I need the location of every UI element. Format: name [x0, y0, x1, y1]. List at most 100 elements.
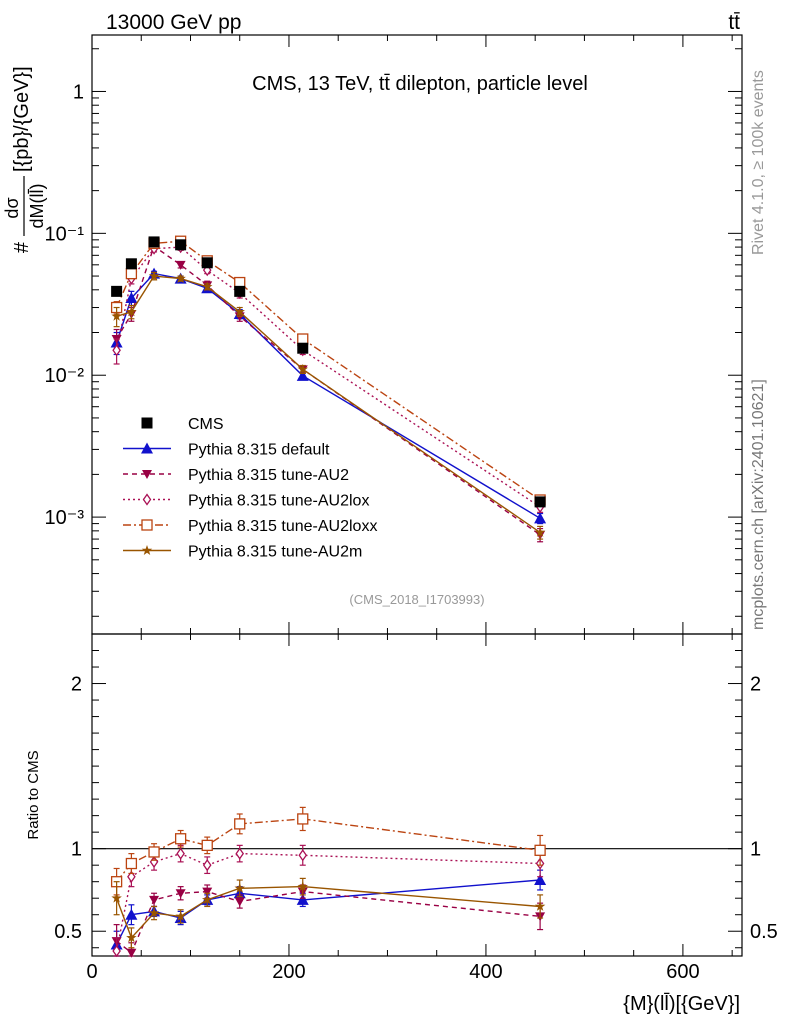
y-label-num: dσ — [2, 197, 22, 218]
x-tick-label: 200 — [272, 961, 305, 983]
ratio-point — [111, 892, 122, 903]
legend-marker — [141, 545, 153, 555]
ratio-point — [234, 882, 245, 893]
ratio-point — [149, 895, 160, 905]
legend-marker — [142, 470, 152, 479]
ratio-point — [125, 857, 138, 870]
series-point — [111, 310, 122, 321]
ratio-point — [534, 874, 547, 886]
y-tick-label: 10⁻¹ — [45, 223, 85, 245]
series-point — [125, 292, 138, 304]
series-point — [534, 512, 547, 524]
beam-label: 13000 GeV pp — [106, 11, 241, 34]
series-point — [296, 369, 309, 381]
legend: CMS Pythia 8.315 default Pythia 8.315 tune… — [123, 416, 377, 561]
series-point — [148, 270, 160, 281]
ratio-point — [175, 910, 186, 921]
x-tick-label: 600 — [666, 961, 699, 983]
ratio-tick-label: 2 — [71, 674, 82, 696]
ratio-point — [148, 907, 160, 918]
y-tick-label: 10⁻² — [45, 365, 85, 387]
legend-entry: Pythia 8.315 tune-AU2lox — [123, 493, 369, 510]
y-label-den: dM(ll̄) — [27, 184, 47, 229]
series-point — [297, 363, 308, 374]
ratio-point — [112, 944, 121, 958]
series-point — [175, 260, 186, 270]
legend-label: Pythia 8.315 tune-AU2m — [188, 544, 362, 561]
data-point — [125, 258, 137, 270]
ratio-point — [126, 932, 137, 943]
data-point — [234, 285, 246, 297]
legend-marker — [141, 417, 153, 429]
series-0 — [110, 267, 547, 957]
legend-label: Pythia 8.315 tune-AU2 — [188, 467, 349, 484]
ratio-line — [115, 852, 541, 952]
data-point — [201, 257, 213, 269]
series-line — [116, 275, 541, 533]
cms-data — [111, 236, 546, 508]
series-point — [534, 526, 546, 537]
x-tick-label: 0 — [86, 961, 97, 983]
legend-label: Pythia 8.315 default — [188, 442, 330, 459]
x-axis-label: {M}(ll̄)[{GeV}] — [623, 992, 740, 1015]
site-label: mcplots.cern.ch [arXiv:2401.10621] — [750, 379, 767, 630]
y-tick-label: 1 — [73, 81, 84, 103]
legend-marker — [141, 442, 153, 454]
data-point — [175, 239, 187, 251]
y-label-suffix: [{pb}/{GeV}] — [11, 66, 33, 172]
ratio-point — [174, 833, 187, 845]
ratio-tick-label: 0.5 — [54, 921, 82, 943]
ratio-tick-label-right: 0.5 — [750, 921, 778, 943]
ratio-point — [298, 849, 308, 862]
legend-entry: Pythia 8.315 tune-AU2loxx — [123, 518, 377, 535]
ratio-point — [125, 908, 138, 920]
ratio-panel-frame — [91, 633, 743, 957]
data-point — [148, 236, 160, 248]
legend-entry: Pythia 8.315 tune-AU2m — [123, 544, 362, 561]
legend-marker — [141, 519, 153, 531]
ratio-tick-label: 1 — [71, 839, 82, 861]
x-tick-label: 400 — [469, 961, 502, 983]
legend-entry: Pythia 8.315 default — [123, 442, 330, 459]
legend-label: Pythia 8.315 tune-AU2lox — [188, 493, 369, 510]
data-point — [111, 285, 123, 297]
data-point — [297, 342, 309, 354]
ratio-line — [116, 890, 541, 954]
rivet-label: Rivet 4.1.0, ≥ 100k events — [750, 70, 767, 255]
ratio-point — [534, 900, 546, 911]
ratio-point — [126, 948, 137, 958]
series-point — [297, 333, 309, 345]
series-point — [112, 344, 121, 357]
series-4 — [111, 270, 546, 949]
ratio-point — [175, 889, 186, 899]
series-point — [234, 306, 245, 317]
ratio-point — [202, 859, 212, 872]
data-point — [534, 496, 546, 508]
ratio-point — [202, 894, 213, 905]
legend-label: CMS — [188, 416, 224, 433]
ratio-point — [176, 847, 185, 860]
ratio-point — [202, 887, 213, 897]
y-axis-label: # dσ dM(ll̄) [{pb}/{GeV}] — [2, 66, 47, 253]
ratio-point — [148, 846, 160, 858]
series-3 — [110, 235, 546, 896]
series-point — [126, 306, 137, 317]
axes: 0 200 400 600 1 10⁻¹ 10⁻² 10⁻³ 0.5 0.5 1 1 2 2 — [45, 35, 778, 983]
ratio-point — [234, 897, 245, 907]
ratio-tick-label-right: 2 — [750, 674, 761, 696]
series-layer — [110, 235, 547, 958]
series-line — [115, 272, 541, 519]
ratio-point — [235, 847, 245, 860]
chart-title: CMS, 13 TeV, tt̄ dilepton, particle leve… — [252, 73, 588, 95]
ratio-line — [115, 885, 541, 940]
legend-entry: CMS — [141, 416, 224, 433]
series-point — [175, 273, 186, 284]
ratio-tick-label-right: 1 — [750, 839, 761, 861]
process-label: tt̄ — [728, 11, 740, 34]
ratio-y-label: Ratio to CMS — [25, 750, 42, 839]
ratio-point — [201, 839, 213, 852]
series-point — [202, 281, 213, 292]
y-label-prefix: # — [11, 241, 33, 253]
ratio-point — [234, 818, 246, 830]
